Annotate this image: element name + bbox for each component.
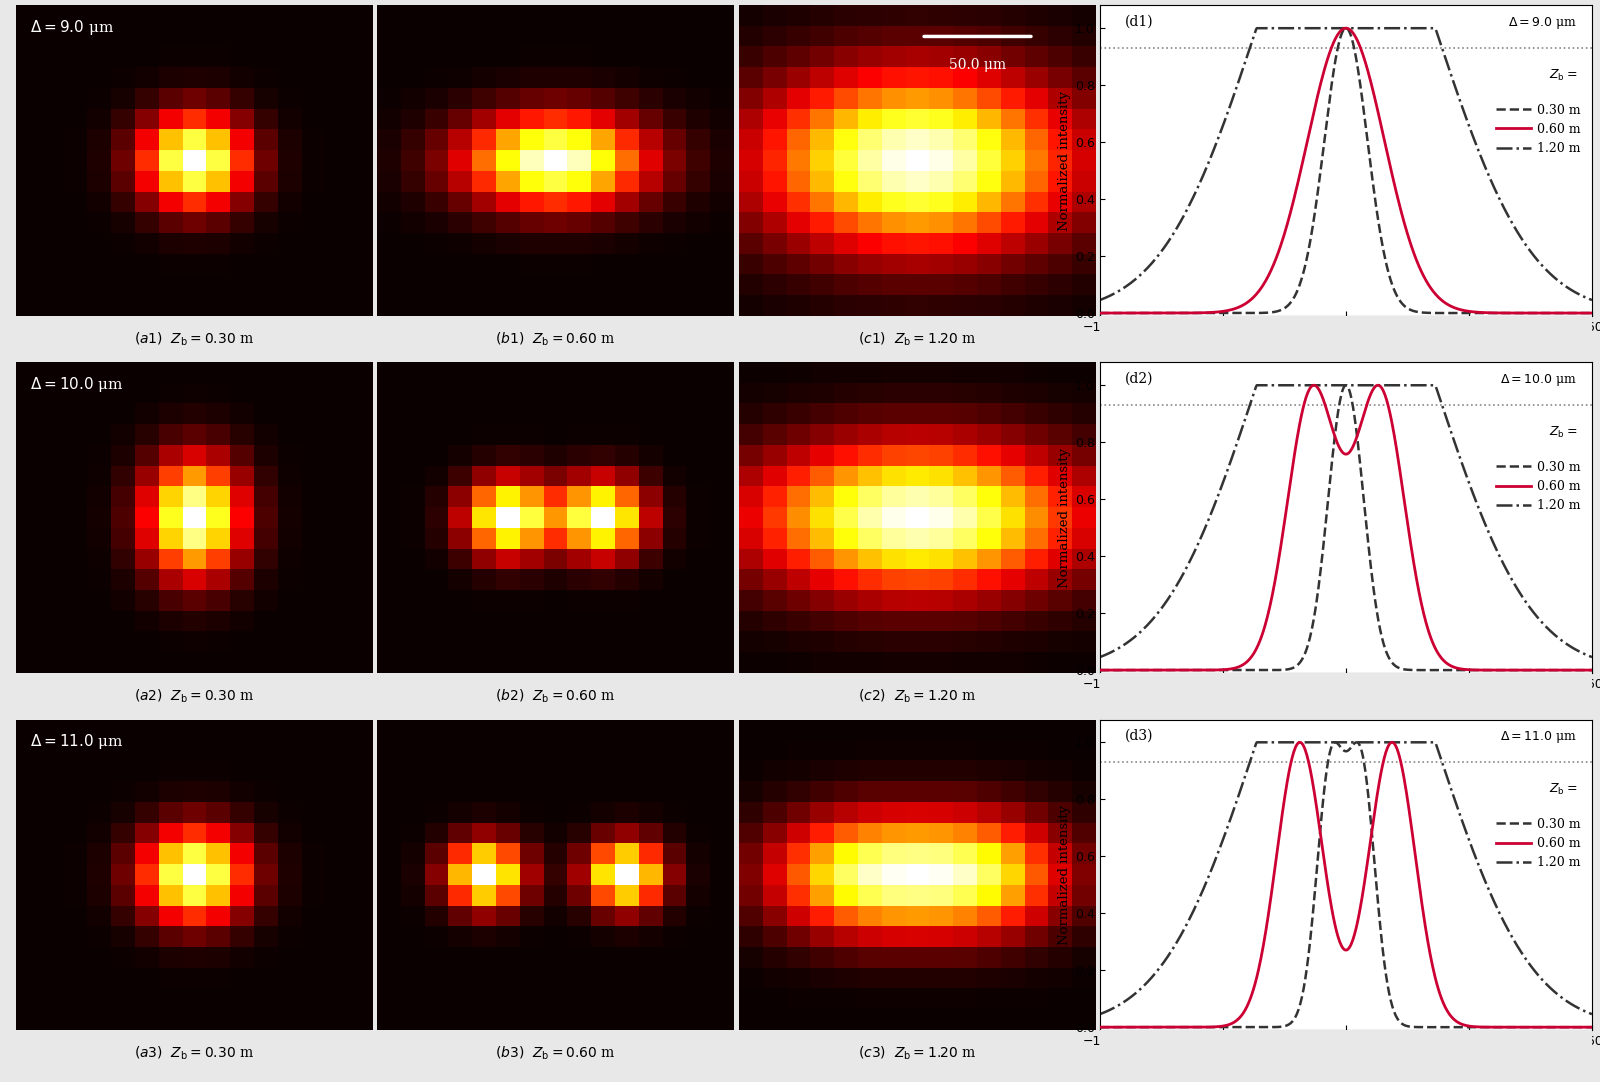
Text: $\Delta = 11.0$ μm: $\Delta = 11.0$ μm [30, 731, 125, 751]
Legend: 0.30 m, 0.60 m, 1.20 m: 0.30 m, 0.60 m, 1.20 m [1491, 98, 1586, 160]
Text: $(c2)$  $Z_{\rm b} = 1.20$ m: $(c2)$ $Z_{\rm b} = 1.20$ m [858, 687, 976, 705]
Text: (d2): (d2) [1125, 372, 1154, 386]
Text: $(c1)$  $Z_{\rm b} = 1.20$ m: $(c1)$ $Z_{\rm b} = 1.20$ m [858, 330, 976, 348]
Text: $(a2)$  $Z_{\rm b} = 0.30$ m: $(a2)$ $Z_{\rm b} = 0.30$ m [134, 687, 254, 705]
Text: $Z_{\rm b} =$: $Z_{\rm b} =$ [1549, 67, 1578, 82]
Y-axis label: Normalized intensity: Normalized intensity [1058, 91, 1070, 230]
Text: $(a3)$  $Z_{\rm b} = 0.30$ m: $(a3)$ $Z_{\rm b} = 0.30$ m [134, 1044, 254, 1063]
Text: $(a1)$  $Z_{\rm b} = 0.30$ m: $(a1)$ $Z_{\rm b} = 0.30$ m [134, 330, 254, 348]
Text: (d1): (d1) [1125, 15, 1154, 29]
Y-axis label: Normalized intensity: Normalized intensity [1058, 448, 1070, 588]
Legend: 0.30 m, 0.60 m, 1.20 m: 0.30 m, 0.60 m, 1.20 m [1491, 456, 1586, 517]
Text: 50.0 μm: 50.0 μm [949, 58, 1006, 72]
Text: $\Delta = 11.0$ μm: $\Delta = 11.0$ μm [1501, 729, 1578, 744]
Text: $(b2)$  $Z_{\rm b} = 0.60$ m: $(b2)$ $Z_{\rm b} = 0.60$ m [496, 687, 616, 705]
Text: (d3): (d3) [1125, 729, 1154, 743]
Legend: 0.30 m, 0.60 m, 1.20 m: 0.30 m, 0.60 m, 1.20 m [1491, 813, 1586, 874]
Text: $\Delta = 10.0$ μm: $\Delta = 10.0$ μm [30, 374, 125, 394]
Text: $(b1)$  $Z_{\rm b} = 0.60$ m: $(b1)$ $Z_{\rm b} = 0.60$ m [496, 330, 616, 348]
Text: $Z_{\rm b} =$: $Z_{\rm b} =$ [1549, 424, 1578, 439]
X-axis label: x/μm: x/μm [1328, 1051, 1363, 1065]
X-axis label: x/μm: x/μm [1328, 694, 1363, 708]
Text: $(b3)$  $Z_{\rm b} = 0.60$ m: $(b3)$ $Z_{\rm b} = 0.60$ m [496, 1044, 616, 1063]
X-axis label: x/μm: x/μm [1328, 337, 1363, 351]
Y-axis label: Normalized intensity: Normalized intensity [1058, 805, 1070, 945]
Text: $\Delta = 10.0$ μm: $\Delta = 10.0$ μm [1501, 372, 1578, 387]
Text: $(c3)$  $Z_{\rm b} = 1.20$ m: $(c3)$ $Z_{\rm b} = 1.20$ m [858, 1044, 976, 1063]
Text: $Z_{\rm b} =$: $Z_{\rm b} =$ [1549, 781, 1578, 796]
Text: $\Delta = 9.0$ μm: $\Delta = 9.0$ μm [30, 17, 115, 37]
Text: $\Delta = 9.0$ μm: $\Delta = 9.0$ μm [1507, 15, 1578, 30]
